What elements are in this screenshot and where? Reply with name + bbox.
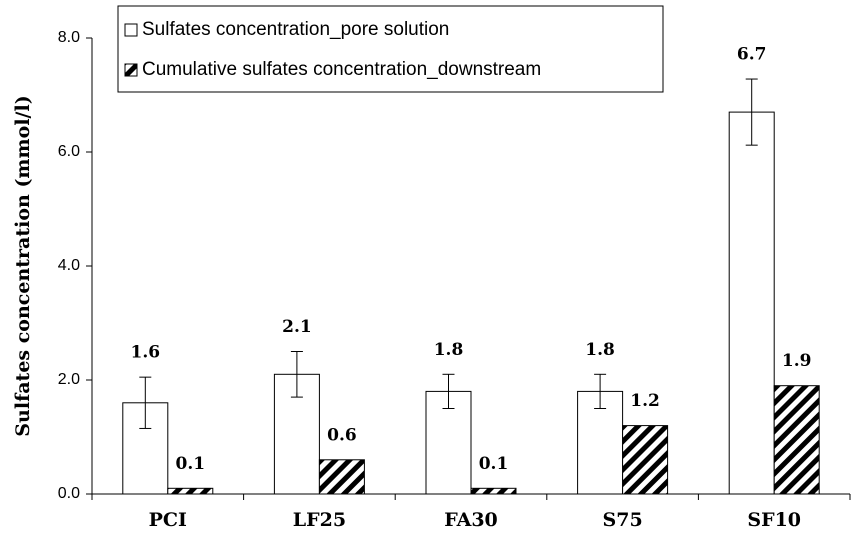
data-label: 1.9 (782, 351, 812, 371)
x-tick-label: SF10 (747, 509, 801, 531)
y-tick-label: 6.0 (58, 143, 80, 160)
data-label: 2.1 (282, 317, 312, 337)
bar (318, 459, 365, 495)
y-tick-label: 0.0 (58, 485, 80, 502)
legend-swatch (124, 23, 138, 37)
data-label: 6.7 (737, 45, 767, 65)
x-tick-label: LF25 (293, 509, 346, 531)
data-label: 0.6 (327, 425, 357, 445)
y-tick-label: 2.0 (58, 371, 80, 388)
x-tick-label: PCI (149, 509, 187, 531)
y-tick-label: 8.0 (58, 29, 80, 46)
bar (122, 402, 169, 495)
x-tick-label: S75 (603, 509, 643, 531)
y-axis-title: Sulfates concentration (mmol/l) (12, 95, 34, 436)
y-tick-label: 4.0 (58, 257, 80, 274)
data-label: 1.8 (434, 340, 464, 360)
bar (773, 385, 820, 495)
bar (622, 425, 669, 495)
data-label: 1.6 (131, 343, 161, 363)
bar (728, 111, 775, 495)
data-label: 0.1 (176, 454, 206, 474)
data-label: 1.2 (630, 391, 660, 411)
data-label: 0.1 (479, 454, 509, 474)
legend-label: Sulfates concentration_pore solution (142, 19, 449, 40)
legend-box (117, 5, 664, 93)
bar (470, 487, 517, 495)
bar (167, 487, 214, 495)
legend-label: Cumulative sulfates concentration_downst… (142, 59, 541, 80)
data-label: 1.8 (585, 340, 615, 360)
x-tick-label: FA30 (444, 509, 498, 531)
legend-swatch (124, 63, 138, 77)
